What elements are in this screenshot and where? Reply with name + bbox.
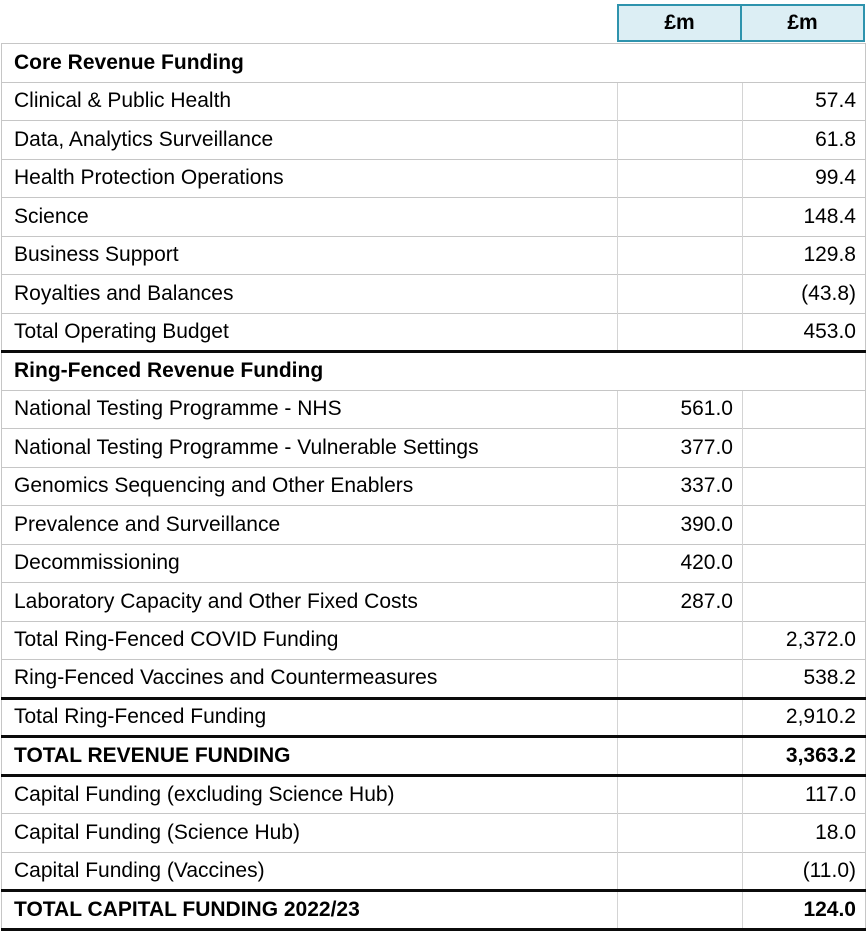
unit-header-cell-1: £m xyxy=(617,4,742,42)
value-col1 xyxy=(617,158,743,198)
value-col2 xyxy=(742,466,866,506)
table-row: TOTAL REVENUE FUNDING 3,363.2 xyxy=(1,735,866,775)
row-label: Business Support xyxy=(1,235,618,275)
table-row: Total Ring-Fenced COVID Funding 2,372.0 xyxy=(1,620,866,660)
value-col1 xyxy=(617,813,743,852)
table-row: TOTAL CAPITAL FUNDING 2022/23 124.0 xyxy=(1,889,866,931)
value-col2: 129.8 xyxy=(742,235,866,275)
value-col1 xyxy=(617,274,743,313)
table-row: Science 148.4 xyxy=(1,197,866,236)
value-col2 xyxy=(742,505,866,544)
row-label: Clinical & Public Health xyxy=(1,81,618,121)
funding-table: Core Revenue Funding Clinical & Public He… xyxy=(1,43,866,931)
row-label: Capital Funding (Vaccines) xyxy=(1,851,618,891)
value-col1 xyxy=(617,235,743,275)
row-label: TOTAL REVENUE FUNDING xyxy=(1,735,618,775)
value-col1: 337.0 xyxy=(617,466,743,506)
table-row: Business Support 129.8 xyxy=(1,235,866,275)
row-label: Science xyxy=(1,197,618,236)
value-col2 xyxy=(742,428,866,467)
section-header-label: Ring-Fenced Revenue Funding xyxy=(1,350,866,390)
value-col2: 148.4 xyxy=(742,197,866,236)
currency-unit-header: £m £m xyxy=(617,4,865,42)
table-row: National Testing Programme - NHS 561.0 xyxy=(1,389,866,429)
table-row: Royalties and Balances (43.8) xyxy=(1,274,866,313)
table-row: Clinical & Public Health 57.4 xyxy=(1,81,866,121)
value-col2 xyxy=(742,389,866,429)
value-col1 xyxy=(617,773,743,814)
value-col1 xyxy=(617,659,743,698)
value-col1 xyxy=(617,696,743,737)
row-label: Ring-Fenced Vaccines and Countermeasures xyxy=(1,659,618,698)
row-label: Health Protection Operations xyxy=(1,158,618,198)
value-col1 xyxy=(617,889,743,931)
table-row: Capital Funding (Science Hub) 18.0 xyxy=(1,813,866,852)
table-row: Prevalence and Surveillance 390.0 xyxy=(1,505,866,544)
row-label: Royalties and Balances xyxy=(1,274,618,313)
value-col2: 61.8 xyxy=(742,120,866,159)
value-col1: 390.0 xyxy=(617,505,743,544)
row-label: Genomics Sequencing and Other Enablers xyxy=(1,466,618,506)
value-col2: 18.0 xyxy=(742,813,866,852)
section-header-label: Core Revenue Funding xyxy=(1,43,866,82)
value-col1 xyxy=(617,620,743,660)
table-row: Genomics Sequencing and Other Enablers 33… xyxy=(1,466,866,506)
section-row: Core Revenue Funding xyxy=(1,43,866,82)
value-col2: 3,363.2 xyxy=(742,735,866,775)
funding-table-body: Core Revenue Funding Clinical & Public He… xyxy=(1,43,866,931)
row-label: Total Operating Budget xyxy=(1,312,618,352)
table-row: Total Operating Budget 453.0 xyxy=(1,312,866,352)
table-row: Total Ring-Fenced Funding 2,910.2 xyxy=(1,696,866,737)
value-col2: 2,910.2 xyxy=(742,696,866,737)
table-row: Laboratory Capacity and Other Fixed Cost… xyxy=(1,582,866,621)
value-col1 xyxy=(617,312,743,352)
row-label: TOTAL CAPITAL FUNDING 2022/23 xyxy=(1,889,618,931)
value-col1: 377.0 xyxy=(617,428,743,467)
value-col2: 538.2 xyxy=(742,659,866,698)
value-col2: 99.4 xyxy=(742,158,866,198)
unit-header-cell-2: £m xyxy=(740,4,865,42)
value-col2: (43.8) xyxy=(742,274,866,313)
value-col1 xyxy=(617,197,743,236)
value-col1: 420.0 xyxy=(617,543,743,583)
table-row: Capital Funding (excluding Science Hub) 1… xyxy=(1,773,866,814)
value-col2: 124.0 xyxy=(742,889,866,931)
value-col2: 2,372.0 xyxy=(742,620,866,660)
value-col2: 117.0 xyxy=(742,773,866,814)
row-label: Laboratory Capacity and Other Fixed Cost… xyxy=(1,582,618,621)
table-row: Capital Funding (Vaccines) (11.0) xyxy=(1,851,866,891)
value-col2: 57.4 xyxy=(742,81,866,121)
row-label: Total Ring-Fenced COVID Funding xyxy=(1,620,618,660)
value-col1: 561.0 xyxy=(617,389,743,429)
value-col2: 453.0 xyxy=(742,312,866,352)
row-label: Capital Funding (excluding Science Hub) xyxy=(1,773,618,814)
value-col1 xyxy=(617,120,743,159)
row-label: Decommissioning xyxy=(1,543,618,583)
value-col2 xyxy=(742,543,866,583)
table-row: Data, Analytics Surveillance 61.8 xyxy=(1,120,866,159)
section-row: Ring-Fenced Revenue Funding xyxy=(1,350,866,390)
table-row: National Testing Programme - Vulnerable … xyxy=(1,428,866,467)
row-label: Capital Funding (Science Hub) xyxy=(1,813,618,852)
value-col2 xyxy=(742,582,866,621)
value-col1 xyxy=(617,81,743,121)
table-row: Health Protection Operations 99.4 xyxy=(1,158,866,198)
row-label: National Testing Programme - Vulnerable … xyxy=(1,428,618,467)
table-row: Ring-Fenced Vaccines and Countermeasures… xyxy=(1,659,866,698)
row-label: National Testing Programme - NHS xyxy=(1,389,618,429)
value-col1: 287.0 xyxy=(617,582,743,621)
value-col1 xyxy=(617,851,743,891)
row-label: Data, Analytics Surveillance xyxy=(1,120,618,159)
value-col1 xyxy=(617,735,743,775)
row-label: Total Ring-Fenced Funding xyxy=(1,696,618,737)
value-col2: (11.0) xyxy=(742,851,866,891)
table-row: Decommissioning 420.0 xyxy=(1,543,866,583)
row-label: Prevalence and Surveillance xyxy=(1,505,618,544)
